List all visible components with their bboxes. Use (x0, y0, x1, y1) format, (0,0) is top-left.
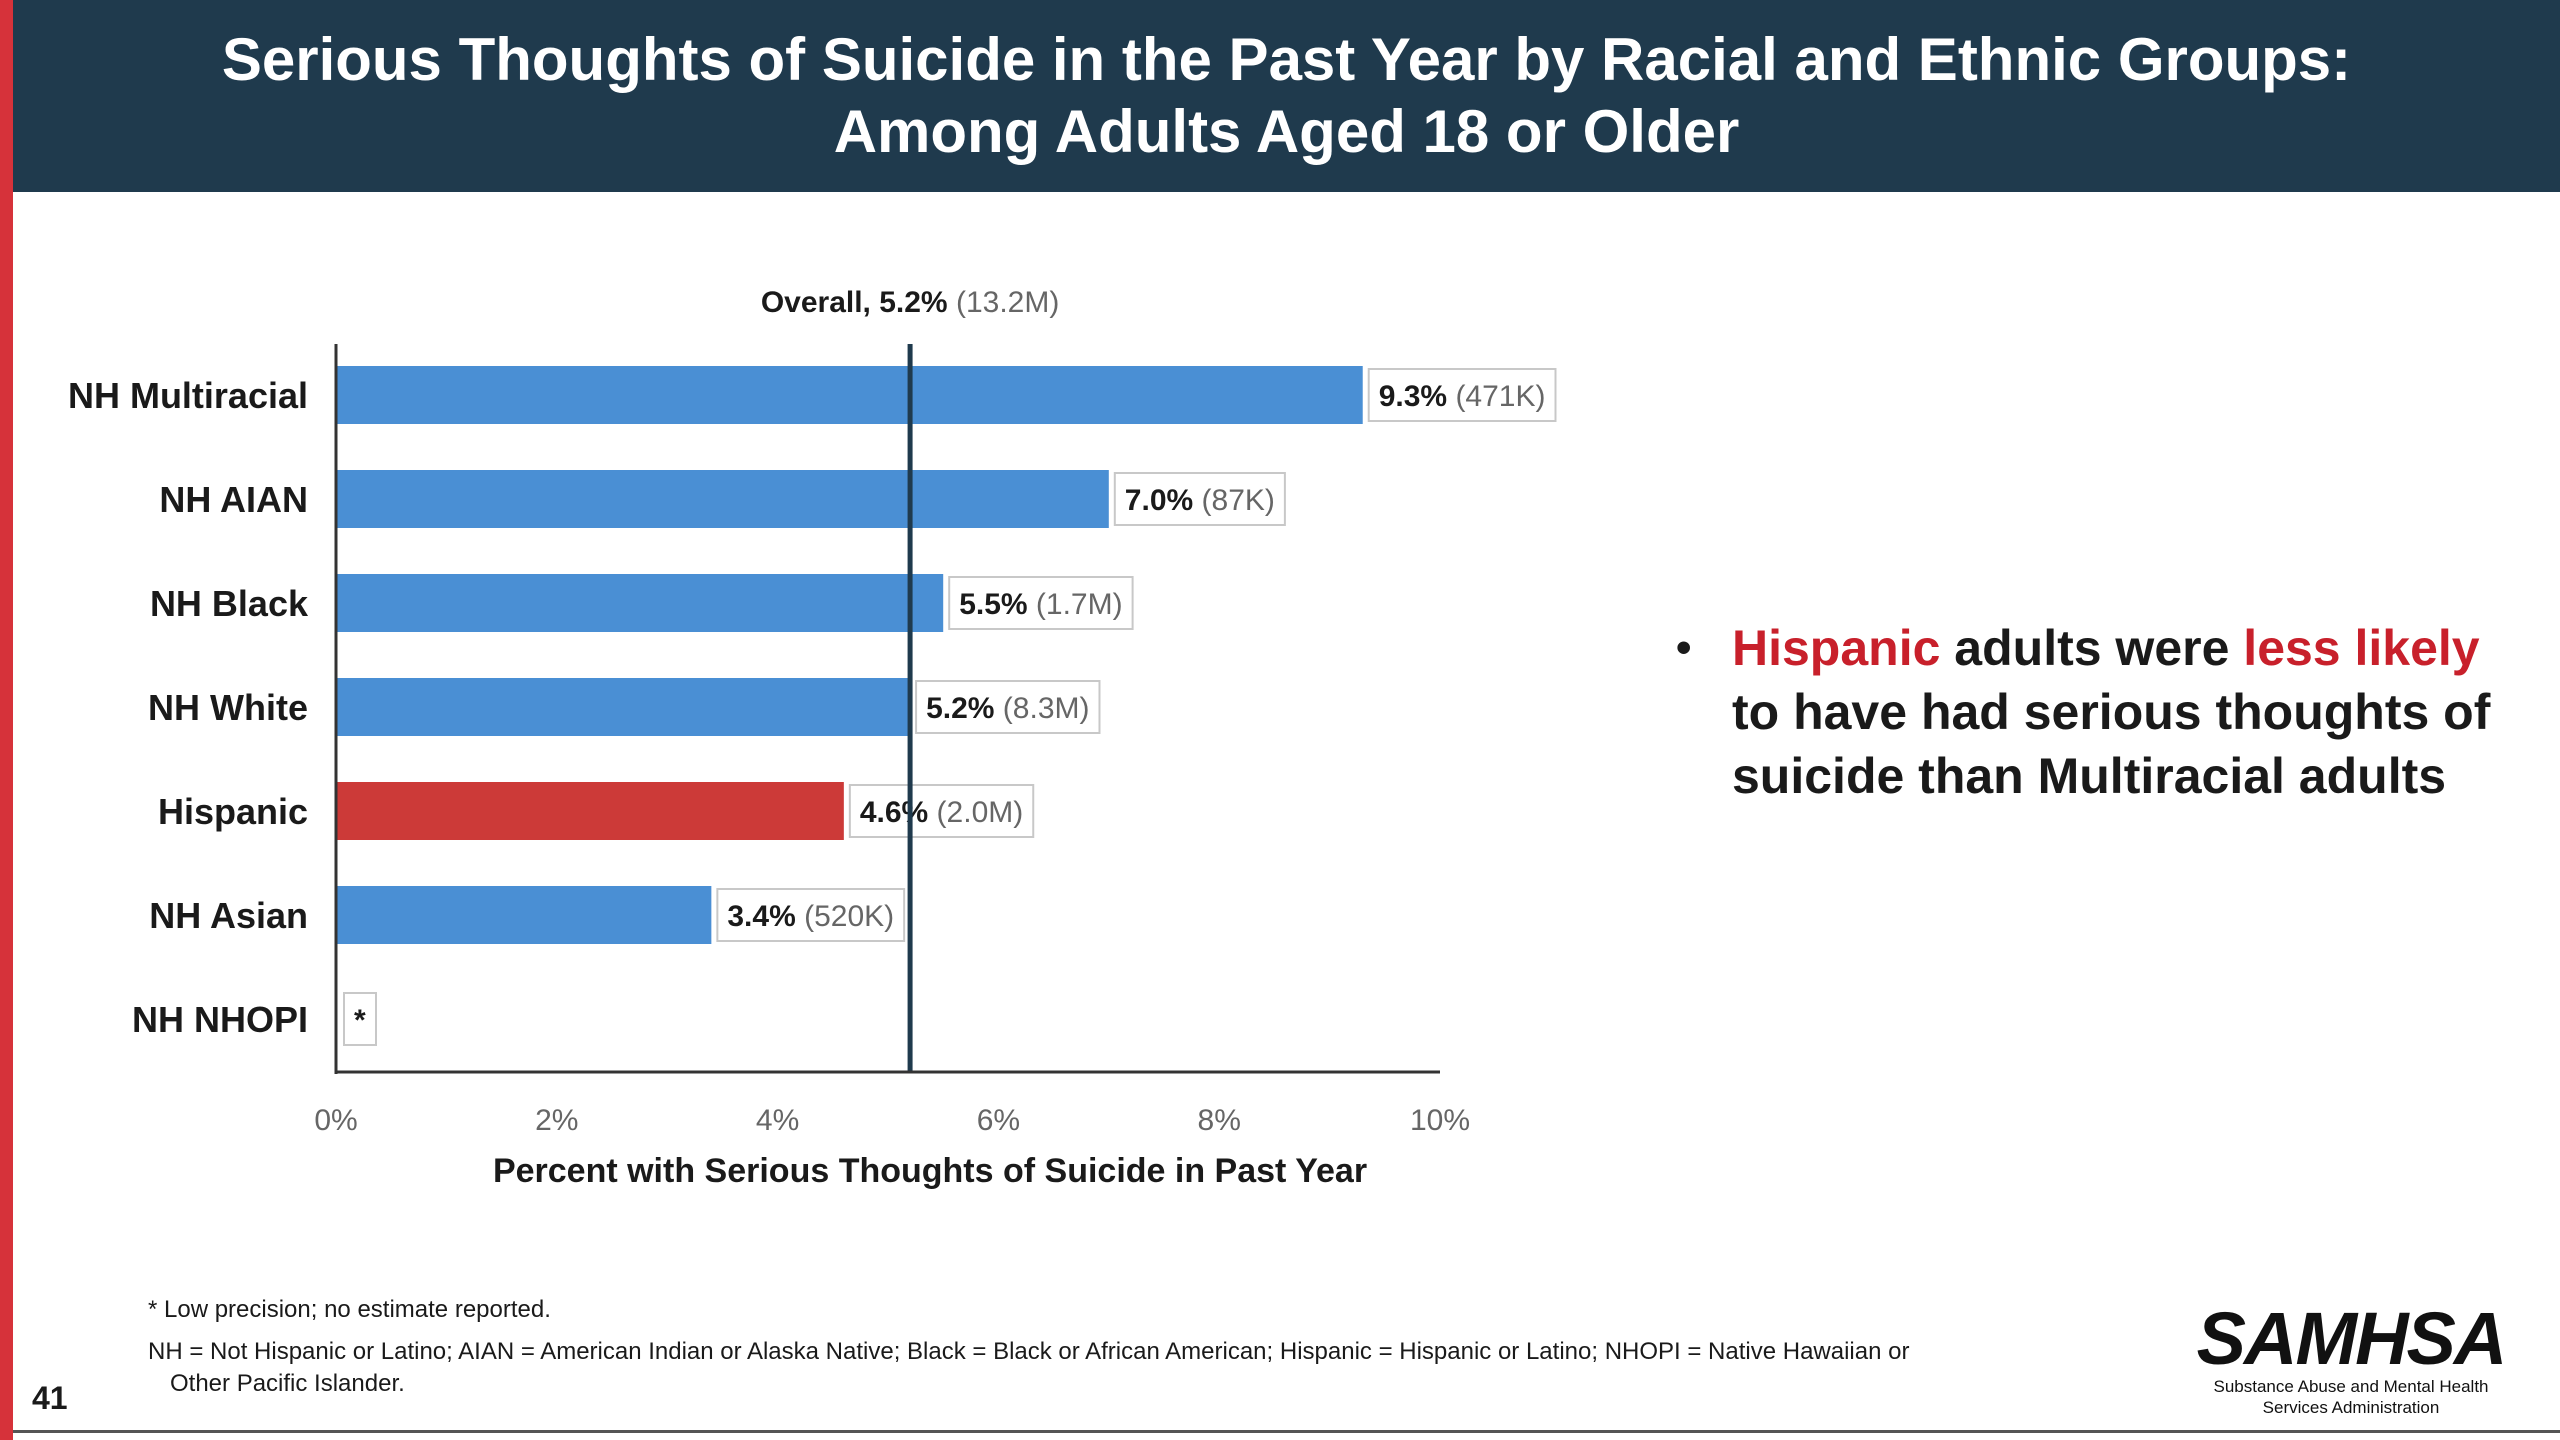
logo-tagline-2: Services Administration (2262, 1398, 2440, 1417)
overall-reference-label: Overall, 5.2% (13.2M) (761, 286, 1060, 319)
bar (336, 574, 944, 632)
overall-count: (13.2M) (948, 286, 1060, 319)
overall-percent: Overall, 5.2% (761, 286, 948, 319)
category-label: NH AIAN (159, 479, 308, 520)
value-percent: 3.4% (727, 900, 795, 933)
value-count: (1.7M) (1028, 588, 1123, 621)
value-label-group: 3.4% (520K) (716, 888, 906, 942)
value-percent: 7.0% (1125, 484, 1193, 517)
value-label-group: 7.0% (87K) (1113, 472, 1286, 526)
x-tick-label: 6% (977, 1104, 1020, 1137)
value-label: 7.0% (87K) (1125, 484, 1275, 517)
footnote-abbreviations: NH = Not Hispanic or Latino; AIAN = Amer… (148, 1336, 2108, 1400)
logo-wordmark: SAMHSA (2196, 1297, 2508, 1380)
footnote-abbrev-line1: NH = Not Hispanic or Latino; AIAN = Amer… (148, 1338, 1910, 1365)
value-percent: 4.6% (860, 796, 928, 829)
value-label-group: 4.6% (2.0M) (848, 784, 1035, 838)
category-label: NH NHOPI (132, 999, 308, 1040)
value-label-box (948, 576, 1134, 630)
bar (336, 470, 1109, 528)
slide-header: Serious Thoughts of Suicide in the Past … (13, 0, 2560, 192)
bottom-rule (13, 1430, 2560, 1433)
value-label: 3.4% (520K) (727, 900, 894, 933)
category-label: NH Black (150, 583, 309, 624)
value-label-group: 5.2% (8.3M) (915, 680, 1101, 734)
page-number: 41 (32, 1380, 68, 1416)
value-label: 9.3% (471K) (1379, 380, 1546, 413)
value-count: (471K) (1447, 380, 1545, 413)
logo-tagline-1: Substance Abuse and Mental Health (2213, 1377, 2489, 1396)
category-label: NH Asian (149, 895, 308, 936)
value-percent: 9.3% (1379, 380, 1447, 413)
value-label-box (1113, 472, 1286, 526)
value-percent: * (354, 1004, 366, 1037)
bar-chart: NH Multiracial 9.3% (471K) NH AIAN 7.0% (87… (68, 286, 1557, 1190)
value-count: (520K) (796, 900, 894, 933)
category-label: Hispanic (158, 791, 308, 832)
value-percent: 5.2% (926, 692, 994, 725)
value-label-box (1367, 368, 1557, 422)
value-label: 5.5% (1.7M) (959, 588, 1122, 621)
bar (336, 678, 911, 736)
highlight-hispanic: Hispanic (1732, 620, 1941, 676)
samhsa-logo: SAMHSA Substance Abuse and Mental Health… (2196, 1297, 2508, 1418)
category-label: NH Multiracial (68, 375, 308, 416)
value-label-group: * (343, 992, 377, 1046)
key-finding-bullet: • Hispanic adults were less likely to ha… (1676, 616, 2496, 808)
x-tick-label: 2% (535, 1104, 578, 1137)
highlight-less-likely: less likely (2243, 620, 2480, 676)
x-tick-label: 10% (1410, 1104, 1470, 1137)
slide-title-line1: Serious Thoughts of Suicide in the Past … (221, 26, 2352, 93)
bullet-dot: • (1676, 623, 1692, 672)
value-label: 4.6% (2.0M) (860, 796, 1023, 829)
value-count: (87K) (1193, 484, 1275, 517)
value-label-group: 9.3% (471K) (1367, 368, 1557, 422)
x-tick-label: 8% (1198, 1104, 1241, 1137)
value-label: * (354, 1004, 366, 1037)
x-axis-title: Percent with Serious Thoughts of Suicide… (493, 1152, 1367, 1190)
category-label: NH White (148, 687, 308, 728)
value-count: (8.3M) (994, 692, 1089, 725)
finding-part2: to have had serious thoughts of suicide … (1732, 684, 2491, 804)
bar (336, 782, 844, 840)
left-accent-stripe (0, 0, 13, 1440)
value-label-box (716, 888, 906, 942)
value-label: 5.2% (8.3M) (926, 692, 1089, 725)
finding-part1: adults were (1940, 620, 2244, 676)
slide-title-line2: Among Adults Aged 18 or Older (833, 98, 1740, 165)
key-finding-text: Hispanic adults were less likely to have… (1732, 616, 2496, 808)
bar (336, 886, 712, 944)
value-label-box (848, 784, 1035, 838)
value-label-group: 5.5% (1.7M) (948, 576, 1134, 630)
x-tick-label: 4% (756, 1104, 799, 1137)
value-label-box (915, 680, 1101, 734)
value-label-box (343, 992, 377, 1046)
bar (336, 366, 1363, 424)
x-tick-label: 0% (314, 1104, 357, 1137)
footnote-low-precision: * Low precision; no estimate reported. (148, 1296, 551, 1323)
footnote-abbrev-line2: Other Pacific Islander. (170, 1370, 405, 1397)
value-percent: 5.5% (959, 588, 1027, 621)
value-count: (2.0M) (928, 796, 1023, 829)
